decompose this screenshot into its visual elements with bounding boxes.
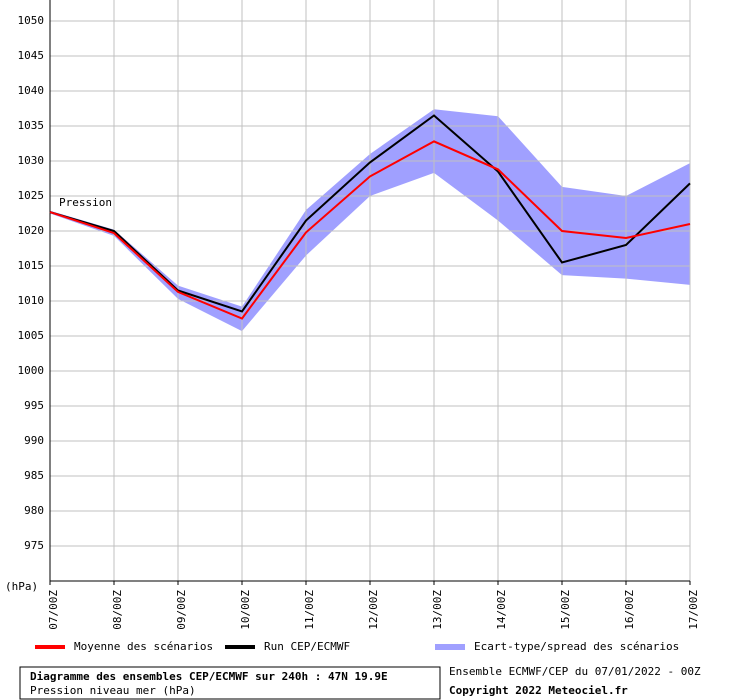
footer-title: Diagramme des ensembles CEP/ECMWF sur 24… [30,670,388,683]
y-tick-label: 1045 [18,49,45,62]
y-tick-label: 1015 [18,259,45,272]
legend-swatch [435,644,465,650]
y-tick-label: 1000 [18,364,45,377]
y-tick-label: 1040 [18,84,45,97]
footer-subtitle: Pression niveau mer (hPa) [30,684,196,697]
y-tick-label: 1010 [18,294,45,307]
legend-label: Moyenne des scénarios [74,640,213,653]
x-tick-label: 07/00Z [47,590,60,630]
x-tick-label: 17/00Z [687,590,700,630]
y-tick-label: 1035 [18,119,45,132]
x-tick-label: 10/00Z [239,590,252,630]
run-info: Ensemble ECMWF/CEP du 07/01/2022 - 00Z [449,665,701,678]
x-tick-label: 09/00Z [175,590,188,630]
series-line [49,114,691,313]
y-axis-label: (hPa) [5,580,38,593]
y-tick-label: 1020 [18,224,45,237]
y-tick-label: 985 [24,469,44,482]
x-tick-label: 16/00Z [623,590,636,630]
y-tick-label: 1005 [18,329,45,342]
spread-band [50,109,690,332]
x-tick-label: 11/00Z [303,590,316,630]
y-tick-label: 1025 [18,189,45,202]
x-tick-label: 13/00Z [431,590,444,630]
legend-label: Ecart-type/spread des scénarios [474,640,679,653]
copyright: Copyright 2022 Meteociel.fr [449,684,628,697]
y-tick-label: 1050 [18,14,45,27]
y-tick-label: 1030 [18,154,45,167]
series-line [49,140,691,320]
x-tick-label: 08/00Z [111,590,124,630]
x-tick-label: 12/00Z [367,590,380,630]
y-tick-label: 980 [24,504,44,517]
x-tick-label: 14/00Z [495,590,508,630]
legend-label: Run CEP/ECMWF [264,640,350,653]
y-tick-label: 990 [24,434,44,447]
footer-box [19,666,441,700]
annotation: Pression [59,196,112,209]
y-tick-label: 975 [24,539,44,552]
y-tick-label: 995 [24,399,44,412]
x-tick-label: 15/00Z [559,590,572,630]
